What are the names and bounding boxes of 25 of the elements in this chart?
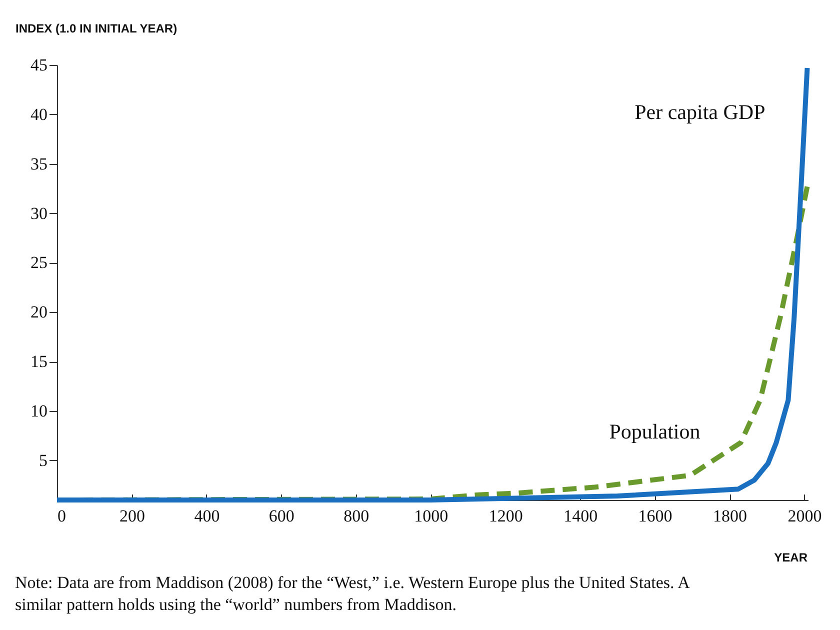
- y-tick-label: 5: [39, 450, 48, 470]
- x-tick-label: 1600: [638, 506, 672, 526]
- x-tick-label: 2000: [788, 506, 822, 526]
- y-tick-label: 10: [30, 402, 48, 421]
- y-axis-title: INDEX (1.0 IN INITIAL YEAR): [16, 22, 178, 36]
- x-tick-label: 1800: [713, 506, 748, 526]
- y-tick-label: 20: [30, 302, 48, 322]
- x-tick-label: 1200: [488, 506, 523, 526]
- x-tick-label: 1400: [564, 506, 598, 526]
- x-tick-label: 600: [268, 506, 294, 526]
- y-tick-label: 25: [30, 253, 48, 272]
- y-tick-label: 35: [30, 154, 48, 174]
- series-label: Per capita GDP: [634, 100, 766, 124]
- y-tick-label: 30: [30, 204, 48, 223]
- series-label: Population: [609, 420, 701, 444]
- y-tick-label: 15: [30, 352, 48, 372]
- x-tick-label: 800: [344, 506, 370, 526]
- text: Note: Data are from Maddison (2008) for the “West,” i.e. Western Europe plus the United States. A similar pattern holds using the “world” numbers from Maddison.: [15, 573, 691, 614]
- x-axis-title: YEAR: [774, 550, 808, 564]
- x-tick-label: 0: [58, 506, 66, 526]
- y-tick-label: 40: [30, 104, 48, 124]
- x-tick-label: 200: [119, 506, 145, 526]
- x-tick-label: 400: [194, 506, 220, 526]
- x-tick-label: 1000: [414, 506, 448, 526]
- y-tick-label: 45: [30, 56, 48, 74]
